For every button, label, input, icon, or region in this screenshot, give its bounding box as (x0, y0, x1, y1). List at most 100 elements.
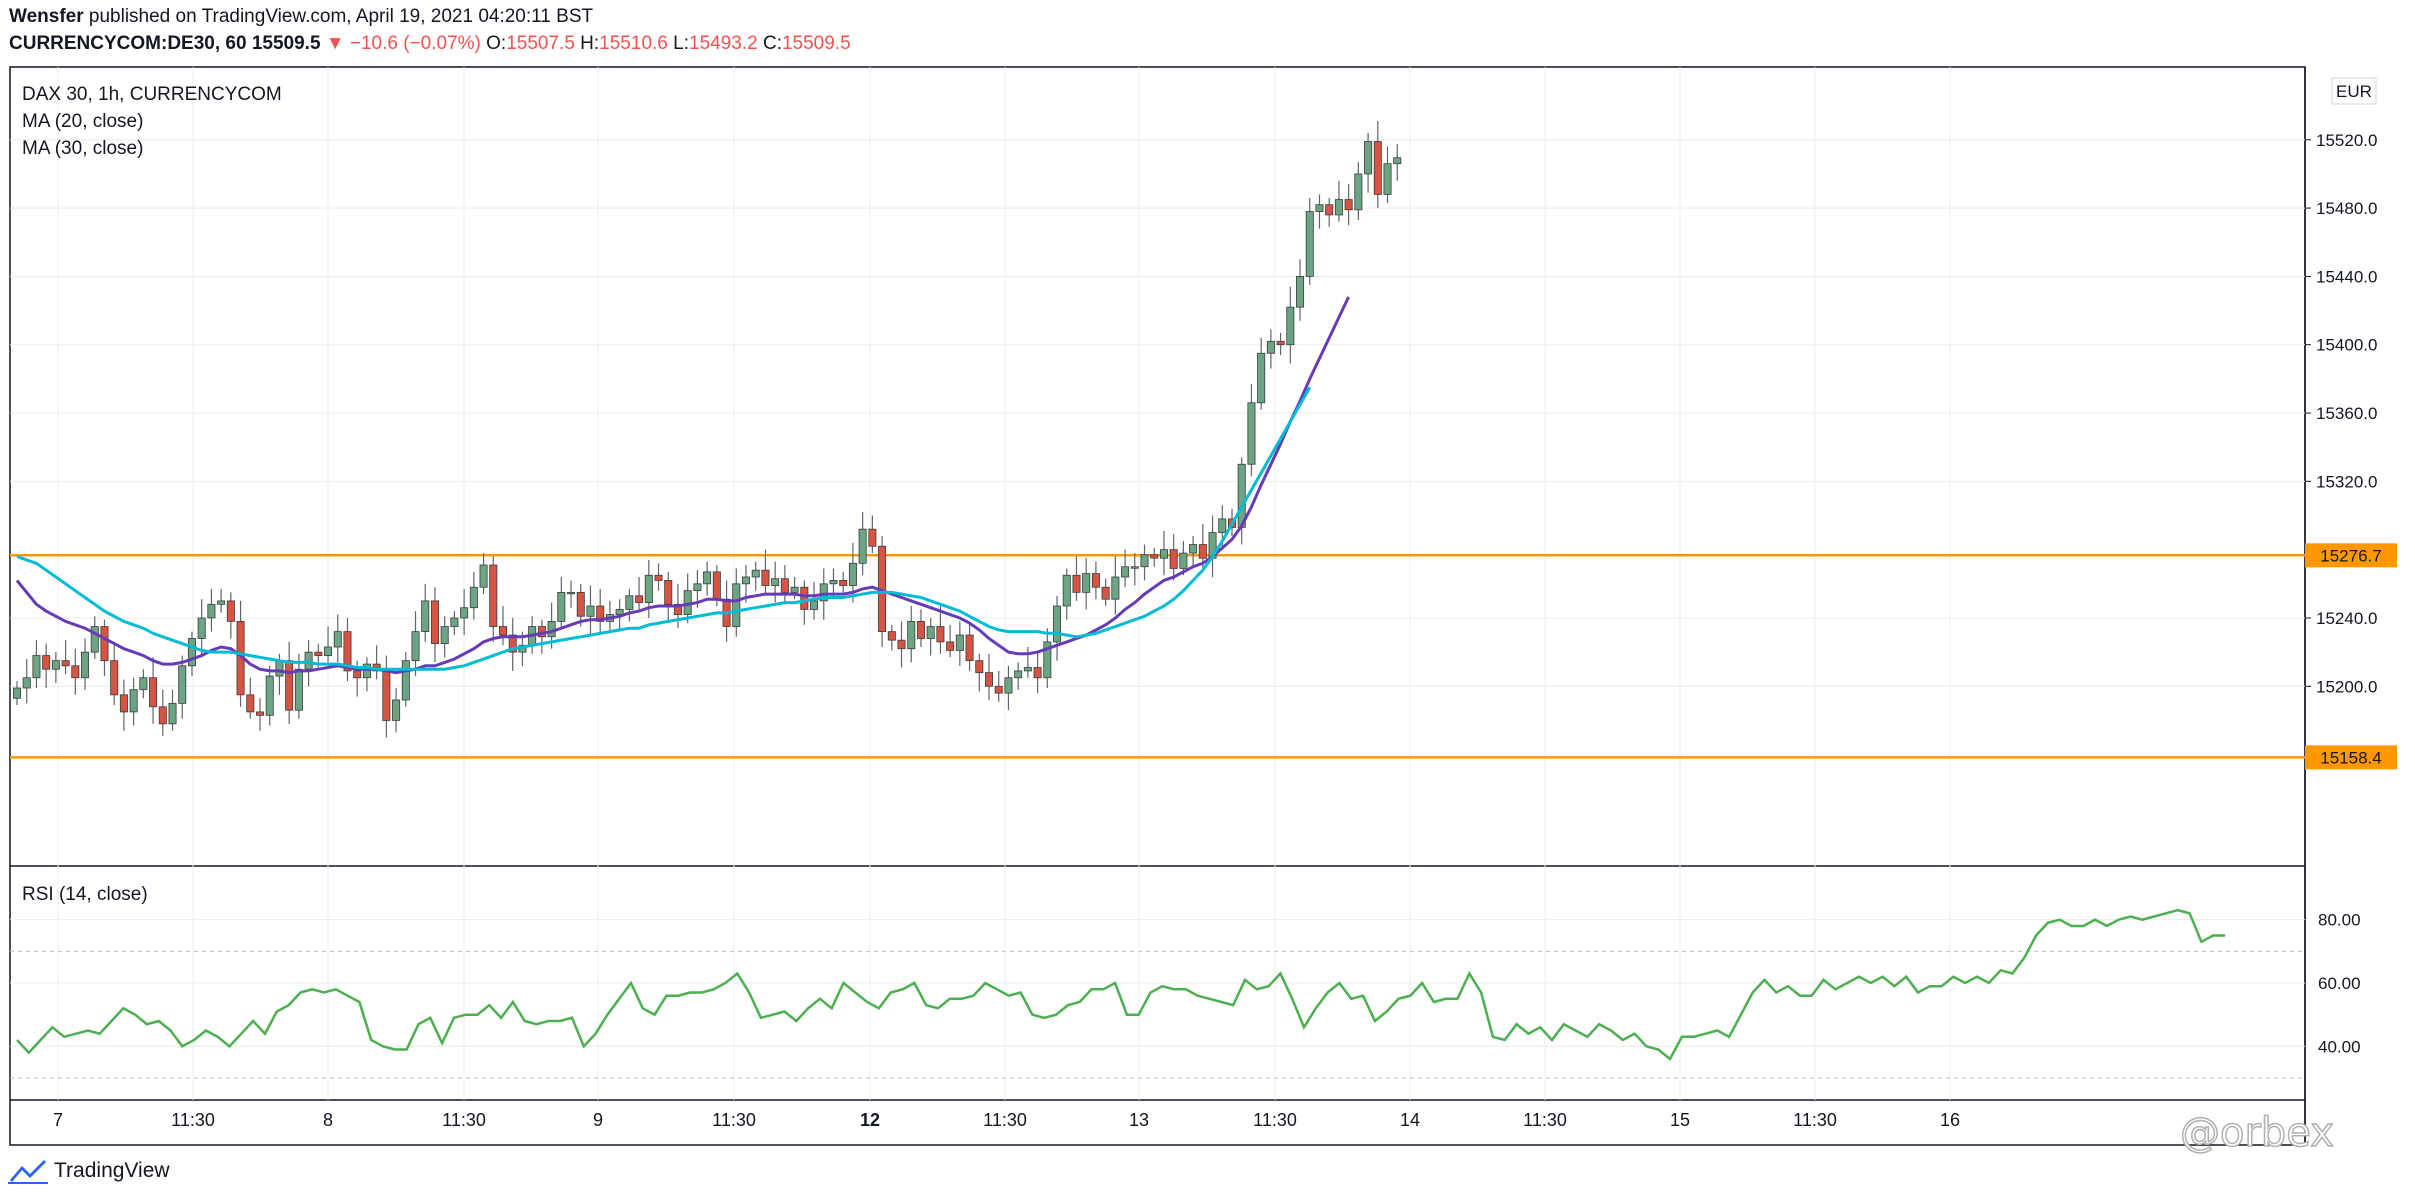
horizontal-levels: 15276.7 15158.4 (10, 543, 2397, 770)
candle-body (567, 591, 576, 595)
candle-body (1247, 402, 1256, 465)
candle-body (1101, 586, 1110, 600)
candle-body (421, 600, 430, 633)
price-tick-label: 15440.0 (2316, 267, 2377, 286)
candle-body (751, 569, 760, 578)
candle-body (12, 687, 21, 699)
candle-body (1189, 544, 1198, 554)
price-axis[interactable]: 15520.0 15480.0 15440.0 15400.0 15360.0 15320… (2305, 131, 2377, 697)
candle-body (1296, 276, 1305, 308)
candle-body (1373, 141, 1382, 195)
candle-body (226, 600, 235, 622)
candle-body (1159, 549, 1168, 559)
candle-body (596, 605, 605, 622)
candle-body (1130, 566, 1139, 569)
publisher-name[interactable]: Wensfer (9, 6, 84, 27)
candle-body (1072, 574, 1081, 593)
candle-body (81, 651, 90, 679)
candle-body (1286, 306, 1295, 346)
candle-body (450, 617, 459, 627)
legend-title: DAX 30, 1h, CURRENCYCOM (22, 84, 282, 105)
candle-body (635, 595, 644, 604)
candle-body (333, 631, 342, 648)
candle-body (411, 631, 420, 662)
candle-body (255, 711, 264, 716)
candle-body (615, 609, 624, 615)
candle-body (100, 626, 109, 662)
brand-label: TradingView (54, 1159, 170, 1182)
candle-body (42, 655, 51, 670)
orbex-watermark: @orbex (2179, 1109, 2334, 1157)
time-tick-label: 11:30 (171, 1110, 215, 1130)
candle-body (994, 685, 1003, 694)
price-tick-label: 15520.0 (2316, 131, 2377, 150)
candle-body (771, 578, 780, 586)
candle-body (965, 634, 974, 662)
close-label: C: (762, 33, 782, 54)
time-tick-label: 11:30 (1253, 1110, 1297, 1130)
tradingview-brand[interactable]: TradingView (8, 1158, 170, 1184)
candle-body (1334, 199, 1343, 216)
ohlc-header: CURRENCYCOM:DE30, 60 15509.5 ▼ −10.6 (−0… (9, 33, 851, 55)
candle-body (712, 571, 721, 600)
candle-body (557, 591, 566, 622)
rsi-tick-label: 40.00 (2318, 1037, 2361, 1056)
time-axis[interactable]: 7 11:30 8 11:30 9 11:30 12 11:30 13 11:30 14 11:30 1… (53, 1110, 1960, 1130)
candle-body (800, 586, 809, 610)
candle-body (819, 583, 828, 602)
candle-body (1082, 573, 1091, 593)
candle-body (362, 663, 371, 679)
candle-body (324, 646, 333, 656)
candle-body (1033, 667, 1042, 679)
candle-body (664, 580, 673, 605)
candle-body (1218, 518, 1227, 533)
price-tick-label: 15480.0 (2316, 199, 2377, 218)
time-tick-label: 11:30 (442, 1110, 486, 1130)
candle-body (304, 651, 313, 670)
rsi-axis[interactable]: 80.00 60.00 40.00 (2318, 911, 2361, 1057)
candle-body (1315, 204, 1324, 212)
candle-body (839, 580, 848, 586)
candle-body (654, 574, 663, 581)
candle-body (246, 694, 255, 713)
time-tick-label: 11:30 (983, 1110, 1027, 1130)
candle-body (946, 641, 955, 651)
gridlines (10, 67, 2305, 1100)
candle-body (790, 586, 799, 593)
candle-body (1179, 552, 1188, 569)
level-price-label: 15276.7 (2320, 546, 2381, 565)
price-tick-label: 15360.0 (2316, 404, 2377, 423)
open-value: 15507.5 (506, 33, 575, 54)
candle-body (1354, 173, 1363, 211)
currency-badge[interactable] (2331, 77, 2377, 105)
open-label: O: (486, 33, 507, 54)
price-tick-label: 15400.0 (2316, 336, 2377, 355)
candle-body (1393, 157, 1402, 165)
candle-body (1111, 576, 1120, 600)
candle-body (71, 665, 80, 679)
candle-body (217, 600, 226, 605)
candle-body (1383, 163, 1392, 195)
candle-body (51, 660, 60, 670)
candle-body (1276, 340, 1285, 346)
candle-body (168, 702, 177, 725)
candle-body (673, 603, 682, 615)
publish-info: Wensfer published on TradingView.com, Ap… (9, 6, 593, 28)
candle-body (916, 620, 925, 639)
time-tick-label: 7 (53, 1110, 63, 1130)
high-label: H: (580, 33, 600, 54)
candle-body (430, 600, 439, 644)
candle-body (829, 580, 838, 585)
low-value: 15493.2 (689, 33, 758, 54)
candle-body (1150, 554, 1159, 559)
candle-body (1023, 667, 1032, 672)
candle-body (207, 603, 216, 619)
candle-body (265, 675, 274, 716)
candle-body (1140, 554, 1149, 568)
price-change: ▼ −10.6 (−0.07%) (325, 33, 481, 54)
candle-body (489, 564, 498, 627)
level-price-tag (2305, 543, 2397, 568)
candle-body (887, 631, 896, 641)
candle-body (985, 672, 994, 687)
